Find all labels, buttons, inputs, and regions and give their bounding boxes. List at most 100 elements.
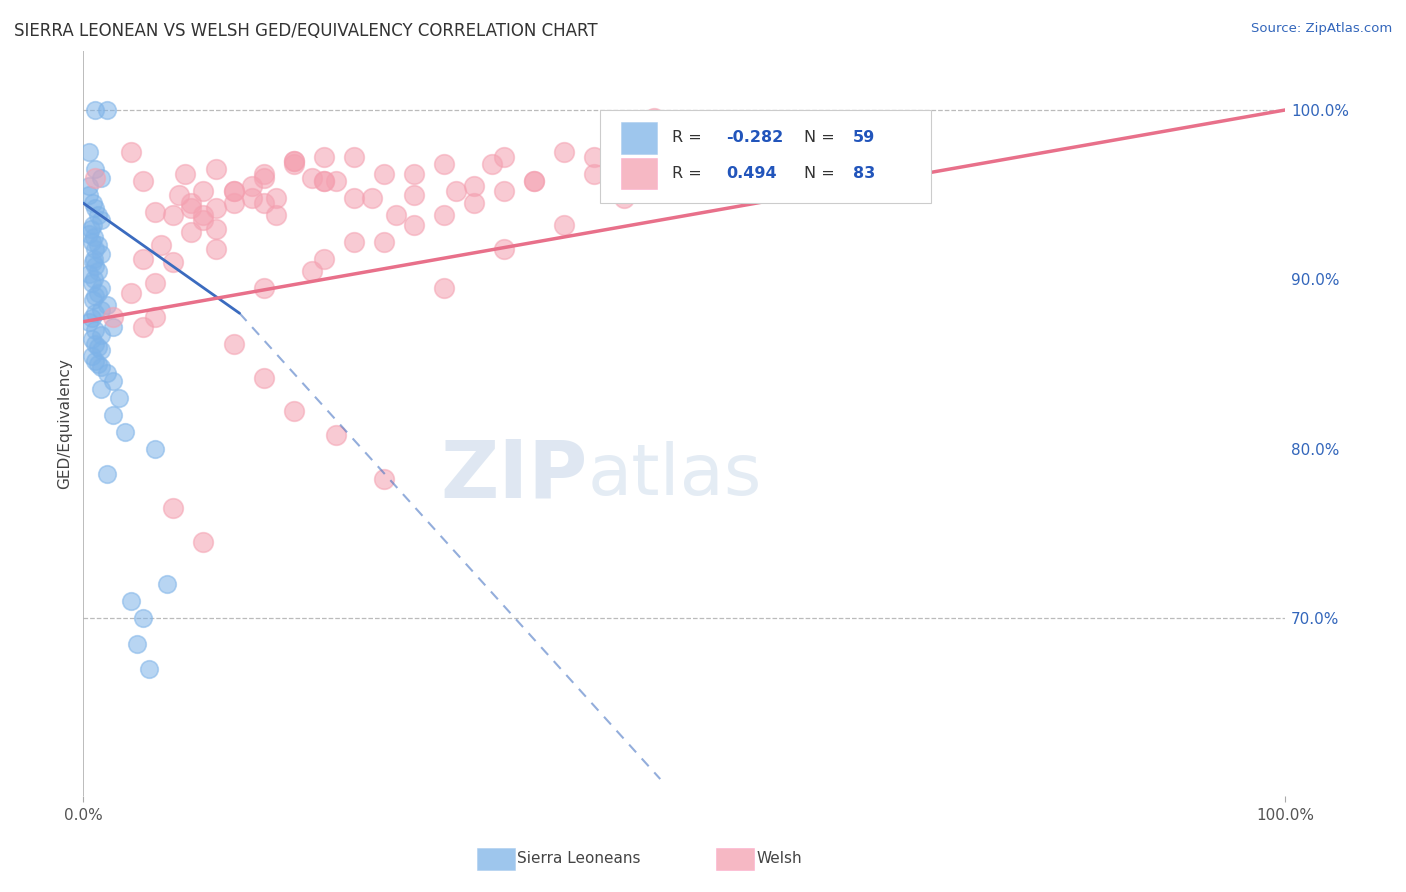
- Point: [86, 208, 108, 222]
- Point: [180, 225, 202, 239]
- Point: [82, 293, 104, 307]
- Point: [84, 259, 107, 273]
- Point: [90, 328, 112, 343]
- Point: [162, 501, 184, 516]
- Text: SIERRA LEONEAN VS WELSH GED/EQUIVALENCY CORRELATION CHART: SIERRA LEONEAN VS WELSH GED/EQUIVALENCY …: [14, 22, 598, 40]
- Point: [360, 191, 382, 205]
- Point: [86, 340, 108, 354]
- Text: N =: N =: [804, 130, 841, 145]
- Point: [84, 306, 107, 320]
- Point: [120, 145, 142, 160]
- Point: [80, 349, 103, 363]
- Point: [492, 184, 515, 198]
- Point: [264, 191, 287, 205]
- Bar: [620, 122, 657, 153]
- Point: [463, 196, 485, 211]
- Point: [162, 255, 184, 269]
- Point: [103, 408, 125, 422]
- Point: [145, 204, 167, 219]
- Point: [150, 238, 173, 252]
- Text: N =: N =: [804, 166, 841, 181]
- Text: Sierra Leoneans: Sierra Leoneans: [517, 851, 641, 865]
- Point: [433, 281, 456, 295]
- Point: [82, 255, 104, 269]
- Point: [120, 594, 142, 608]
- Point: [90, 170, 112, 185]
- Point: [222, 196, 245, 211]
- Point: [96, 366, 118, 380]
- Point: [613, 140, 636, 154]
- Point: [402, 187, 425, 202]
- Point: [222, 184, 245, 198]
- Point: [80, 235, 103, 249]
- Point: [373, 235, 395, 249]
- Point: [169, 187, 191, 202]
- Point: [643, 112, 665, 126]
- Text: 0.494: 0.494: [727, 166, 778, 181]
- Point: [162, 208, 184, 222]
- Point: [90, 281, 112, 295]
- Point: [312, 150, 335, 164]
- Point: [283, 153, 305, 168]
- Point: [301, 264, 323, 278]
- Point: [643, 128, 665, 143]
- Point: [444, 184, 467, 198]
- Point: [79, 227, 101, 241]
- Point: [90, 213, 112, 227]
- Point: [523, 174, 546, 188]
- Point: [204, 242, 226, 256]
- Point: [252, 370, 274, 384]
- Point: [463, 179, 485, 194]
- Point: [433, 208, 456, 222]
- Point: [222, 184, 245, 198]
- Point: [86, 238, 108, 252]
- Point: [325, 428, 347, 442]
- Point: [80, 332, 103, 346]
- Point: [343, 191, 366, 205]
- Point: [145, 442, 167, 456]
- Point: [283, 153, 305, 168]
- Point: [204, 221, 226, 235]
- Point: [312, 174, 335, 188]
- Text: ZIP: ZIP: [441, 436, 588, 515]
- Point: [83, 272, 105, 286]
- Point: [132, 611, 155, 625]
- Point: [252, 281, 274, 295]
- Point: [481, 157, 503, 171]
- Point: [96, 298, 118, 312]
- Point: [193, 208, 215, 222]
- Point: [204, 162, 226, 177]
- Point: [90, 247, 112, 261]
- Point: [193, 184, 215, 198]
- Text: atlas: atlas: [588, 441, 762, 510]
- Point: [86, 264, 108, 278]
- Point: [86, 285, 108, 300]
- Text: -0.282: -0.282: [727, 130, 783, 145]
- Bar: [620, 158, 657, 189]
- Point: [82, 218, 104, 232]
- Point: [193, 213, 215, 227]
- Point: [132, 252, 155, 266]
- Point: [79, 179, 101, 194]
- Point: [402, 218, 425, 232]
- Point: [523, 174, 546, 188]
- Point: [83, 252, 105, 266]
- Point: [84, 162, 107, 177]
- Point: [301, 170, 323, 185]
- Point: [174, 167, 197, 181]
- Point: [343, 150, 366, 164]
- Point: [373, 167, 395, 181]
- Point: [90, 302, 112, 317]
- Point: [79, 187, 101, 202]
- Point: [86, 357, 108, 371]
- Point: [583, 167, 606, 181]
- Point: [79, 315, 101, 329]
- Point: [145, 276, 167, 290]
- Text: 83: 83: [852, 166, 875, 181]
- Point: [402, 167, 425, 181]
- Point: [343, 235, 366, 249]
- Point: [84, 170, 107, 185]
- Point: [240, 179, 263, 194]
- Point: [492, 242, 515, 256]
- Point: [103, 374, 125, 388]
